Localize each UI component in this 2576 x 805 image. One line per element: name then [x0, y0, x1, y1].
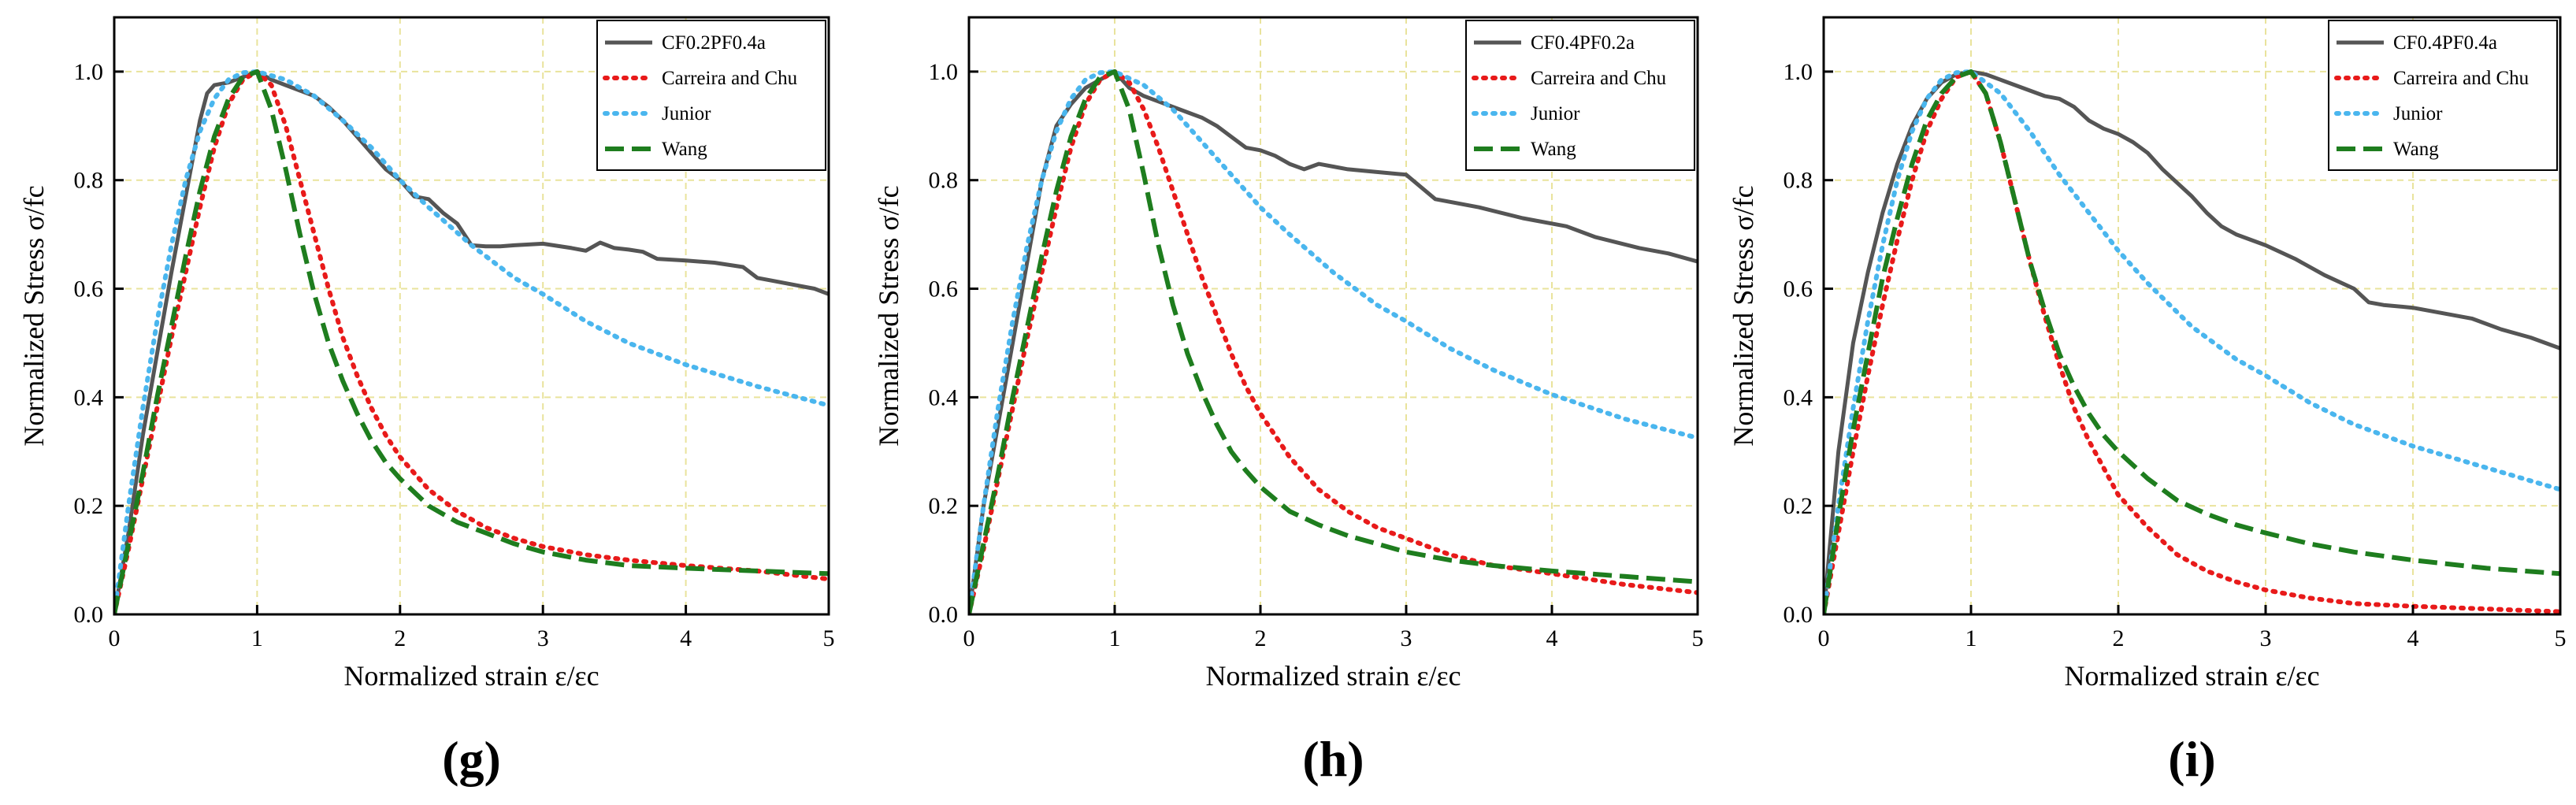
panel-label: (i): [2168, 731, 2215, 787]
chart-panel-h: 0 1 2 3 4 5 0.0 0.2 0.4 0.6 0.8 1.0 Normalized strai…: [873, 16, 1704, 787]
series-line-cf0-4pf0-4a: [1824, 69, 2560, 614]
legend-label: Carreira and Chu: [2393, 68, 2530, 89]
legend-label: Carreira and Chu: [1531, 68, 1667, 89]
x-tick-label: 3: [1401, 625, 1412, 651]
x-tick-label: 2: [394, 625, 406, 651]
y-tick-label: 0.4: [74, 384, 104, 410]
x-tick-label: 0: [1818, 625, 1830, 651]
series-line-carreira-and-chu: [969, 69, 1698, 614]
chart-panel-g: 0 1 2 3 4 5 0.0 0.2 0.4 0.6 0.8 1.0 Normalized strai…: [18, 16, 835, 787]
y-tick-label: 1.0: [1784, 59, 1813, 85]
y-tick-label: 0.6: [1784, 276, 1813, 302]
y-tick-label: 0.2: [929, 493, 959, 519]
x-tick-label: 0: [109, 625, 121, 651]
panel-label: (h): [1302, 731, 1364, 787]
y-axis-label: Normalized Stress σ/fc: [873, 185, 904, 446]
x-tick-label: 1: [1965, 625, 1977, 651]
legend-label: CF0.4PF0.4a: [2393, 32, 2497, 54]
y-tick-label: 0.0: [74, 602, 104, 628]
plot-frame: [1822, 16, 2562, 616]
series-line-junior: [114, 69, 829, 614]
legend-label: Carreira and Chu: [662, 68, 798, 89]
y-tick-label: 0.0: [1784, 602, 1813, 628]
legend-label: Wang: [662, 139, 707, 160]
y-axis-label: Normalized Stress σ/fc: [18, 185, 50, 446]
y-tick-label: 0.2: [1784, 493, 1813, 519]
x-tick-label: 3: [2260, 625, 2272, 651]
series-line-cf0-4pf0-2a: [969, 69, 1698, 614]
x-tick-label: 5: [1692, 625, 1704, 651]
series-line-wang: [1824, 69, 2560, 614]
y-tick-label: 0.2: [74, 493, 104, 519]
series-line-wang: [969, 69, 1698, 614]
series-line-carreira-and-chu: [1824, 69, 2560, 614]
legend-label: CF0.2PF0.4a: [662, 32, 766, 54]
panel-label: (g): [442, 731, 501, 787]
y-tick-label: 0.8: [1784, 168, 1813, 194]
legend-label: Junior: [662, 103, 711, 124]
x-axis-label: Normalized strain ε/εc: [1205, 660, 1461, 692]
x-tick-label: 4: [680, 625, 692, 651]
y-tick-label: 0.6: [929, 276, 959, 302]
legend-label: Junior: [1531, 103, 1580, 124]
legend-box: [2328, 20, 2558, 171]
legend-label: CF0.4PF0.2a: [1531, 32, 1635, 54]
y-tick-label: 0.8: [929, 168, 959, 194]
plot-frame: [967, 16, 1699, 616]
x-tick-label: 1: [1109, 625, 1121, 651]
y-tick-label: 0.6: [74, 276, 104, 302]
plot-frame: [113, 16, 830, 616]
x-tick-label: 5: [823, 625, 835, 651]
series-line-junior: [969, 69, 1698, 614]
x-axis-label: Normalized strain ε/εc: [343, 660, 599, 692]
x-tick-label: 3: [537, 625, 549, 651]
x-tick-label: 2: [2113, 625, 2125, 651]
legend-label: Junior: [2393, 103, 2443, 124]
y-tick-label: 0.8: [74, 168, 104, 194]
y-tick-label: 0.0: [929, 602, 959, 628]
y-tick-label: 0.4: [1784, 384, 1813, 410]
chart-panel-i: 0 1 2 3 4 5 0.0 0.2 0.4 0.6 0.8 1.0 Normalized strai…: [1728, 16, 2567, 787]
y-tick-label: 1.0: [929, 59, 959, 85]
series-line-wang: [114, 69, 829, 614]
y-axis-label: Normalized Stress σ/fc: [1728, 185, 1759, 446]
x-tick-label: 5: [2555, 625, 2567, 651]
legend-label: Wang: [1531, 139, 1576, 160]
legend-box: [596, 20, 826, 171]
series-line-junior: [1824, 69, 2560, 614]
y-tick-label: 1.0: [74, 59, 104, 85]
x-axis-label: Normalized strain ε/εc: [2064, 660, 2319, 692]
x-tick-label: 4: [2407, 625, 2419, 651]
series-line-cf0-2pf0-4a: [114, 69, 829, 614]
x-tick-label: 0: [963, 625, 975, 651]
y-tick-label: 0.4: [929, 384, 959, 410]
x-tick-label: 1: [251, 625, 263, 651]
series-line-carreira-and-chu: [114, 69, 829, 614]
x-tick-label: 2: [1255, 625, 1267, 651]
legend-box: [1465, 20, 1695, 171]
x-tick-label: 4: [1546, 625, 1558, 651]
legend-label: Wang: [2393, 139, 2439, 160]
